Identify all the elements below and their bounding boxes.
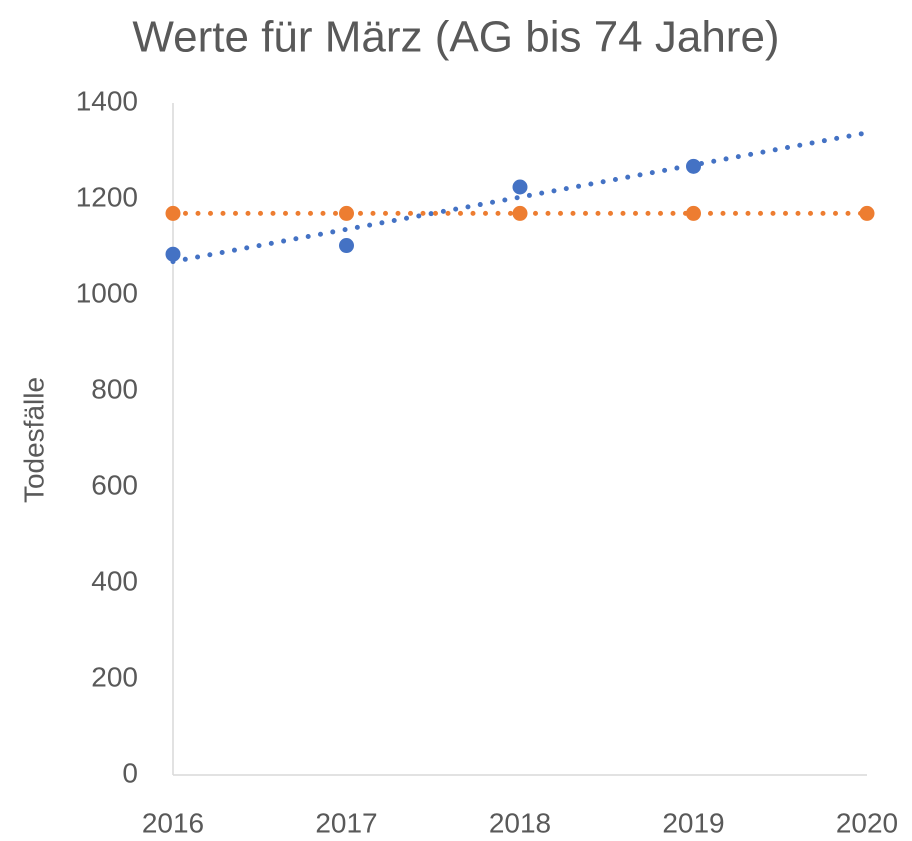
point <box>859 205 875 221</box>
y-tick-label: 400 <box>91 565 138 596</box>
y-tick-label: 1200 <box>76 181 138 212</box>
point <box>339 205 354 221</box>
point <box>512 205 528 221</box>
y-tick-label: 1000 <box>76 277 138 308</box>
y-tick-label: 200 <box>91 661 138 692</box>
x-tick-label: 2019 <box>662 807 724 838</box>
point <box>686 158 701 174</box>
y-tick-label: 600 <box>91 469 138 500</box>
x-tick-label: 2020 <box>836 807 898 838</box>
x-tick-label: 2016 <box>142 807 204 838</box>
x-tick-label: 2018 <box>489 807 551 838</box>
point <box>512 179 528 195</box>
trendline <box>170 130 870 265</box>
y-tick-label: 1400 <box>76 85 138 116</box>
chart-title: Werte für März (AG bis 74 Jahre) <box>132 13 779 62</box>
x-tick-label: 2017 <box>315 807 377 838</box>
point <box>165 205 181 221</box>
point <box>165 246 181 262</box>
y-tick-label: 0 <box>122 757 138 788</box>
point <box>686 205 701 221</box>
y-tick-label: 800 <box>91 373 138 404</box>
point <box>339 238 354 254</box>
y-axis-label: Todesfälle <box>18 377 49 503</box>
